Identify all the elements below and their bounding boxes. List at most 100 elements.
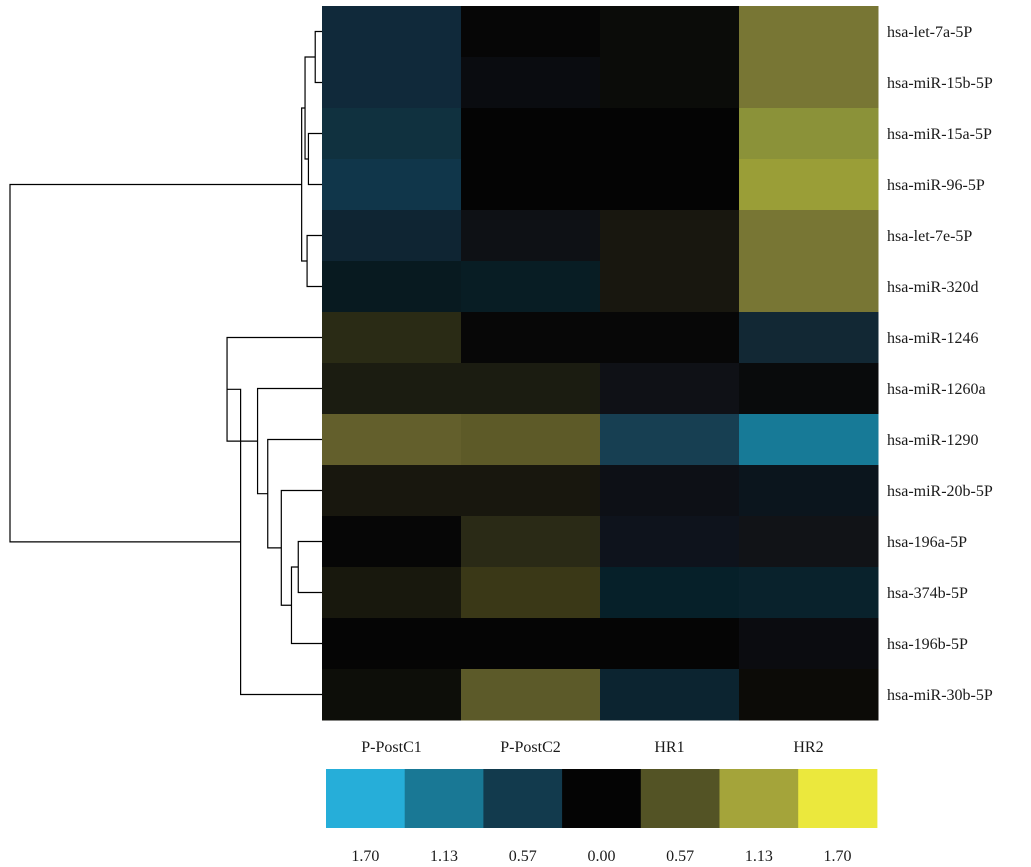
dendrogram-branch [226,336,322,442]
row-label: hsa-miR-1260a [887,381,986,398]
heatmap-cell [600,57,740,109]
heatmap-cell [461,516,601,568]
row-dendrogram [9,30,322,696]
row-label: hsa-miR-1290 [887,432,979,449]
row-label: hsa-miR-320d [887,279,979,296]
heatmap-cell [739,312,879,364]
heatmap-cell [739,465,879,517]
heatmap-cell [600,414,740,466]
heatmap-cell [739,618,879,670]
heatmap-cell [322,465,462,517]
heatmap-cell [461,6,601,58]
heatmap-cell [600,363,740,415]
heatmap-cell [461,618,601,670]
legend-label: 1.13 [745,848,773,865]
legend-swatch [719,769,799,828]
row-label: hsa-let-7e-5P [887,228,972,245]
heatmap-cell [322,312,462,364]
row-label: hsa-miR-20b-5P [887,483,993,500]
legend-label: 0.00 [587,848,615,865]
heatmap-cell [600,516,740,568]
heatmap-cell [461,363,601,415]
dendrogram-branch [307,132,322,186]
row-label: hsa-miR-1246 [887,330,979,347]
heatmap-cell [322,669,462,721]
heatmap-cell [600,261,740,313]
heatmap-cell [322,6,462,58]
heatmap-cell [739,669,879,721]
legend-swatch [798,769,878,828]
heatmap-cell [322,363,462,415]
legend-label: 0.57 [509,848,537,865]
heatmap-cell [739,57,879,109]
dendrogram-branch [304,56,316,160]
legend-label: 1.70 [351,848,379,865]
heatmap-cell [322,567,462,619]
heatmap-cell [600,210,740,262]
heatmap-cell [739,516,879,568]
heatmap-cell [461,57,601,109]
heatmap-cell [739,159,879,211]
row-label: hsa-miR-30b-5P [887,687,993,704]
heatmap-cell [600,618,740,670]
heatmap-cell [322,108,462,160]
dendrogram-branch [267,438,322,549]
heatmap-cell [739,210,879,262]
heatmap-cell [739,363,879,415]
legend-label: 1.13 [430,848,458,865]
heatmap-cell [322,414,462,466]
heatmap-cell [739,414,879,466]
heatmap-cell [600,567,740,619]
row-label: hsa-196a-5P [887,534,967,551]
legend-label: 1.70 [824,848,852,865]
column-label: P-PostC2 [500,739,560,756]
heatmap-cell [461,261,601,313]
heatmap-cell [322,261,462,313]
heatmap-grid [322,6,879,721]
heatmap-cell [461,108,601,160]
heatmap-cell [600,669,740,721]
column-label: HR1 [654,739,684,756]
column-label: P-PostC1 [361,739,421,756]
color-legend-labels: 1.70 1.13 0.57 0.00 0.57 1.13 1.70 [351,848,851,865]
heatmap-cell [739,108,879,160]
row-label: hsa-miR-96-5P [887,177,985,194]
legend-swatch [326,769,406,828]
row-label: hsa-196b-5P [887,636,968,653]
dendrogram-branch [301,107,308,262]
heatmap-cell [739,567,879,619]
heatmap-cell [600,108,740,160]
column-labels: P-PostC1 P-PostC2 HR1 HR2 [361,739,823,756]
legend-swatch [483,769,563,828]
dendrogram-branch [314,30,322,84]
heatmap-cell [600,6,740,58]
dendrogram-branch [297,540,322,594]
heatmap-cell [461,159,601,211]
dendrogram-branch [306,234,322,288]
legend-swatch [404,769,484,828]
row-labels: hsa-let-7a-5P hsa-miR-15b-5P hsa-miR-15a-5… [887,24,993,704]
legend-label: 0.57 [666,848,694,865]
heatmap-cell [600,159,740,211]
heatmap-cell [461,312,601,364]
heatmap-cell [322,516,462,568]
heatmap-cell [322,57,462,109]
heatmap-cell [322,618,462,670]
heatmap-cell [461,465,601,517]
heatmap-cell [461,414,601,466]
heatmap-cell [461,567,601,619]
heatmap-cell [461,210,601,262]
heatmap-cell [322,210,462,262]
heatmap-cell [739,6,879,58]
heatmap-cell [600,312,740,364]
legend-swatch [562,769,642,828]
row-label: hsa-374b-5P [887,585,968,602]
color-legend [326,769,878,828]
column-label: HR2 [793,739,823,756]
dendrogram-branch [280,489,322,606]
row-label: hsa-miR-15b-5P [887,75,993,92]
row-label: hsa-miR-15a-5P [887,126,992,143]
heatmap-cell [600,465,740,517]
dendrogram-branch [290,566,322,645]
